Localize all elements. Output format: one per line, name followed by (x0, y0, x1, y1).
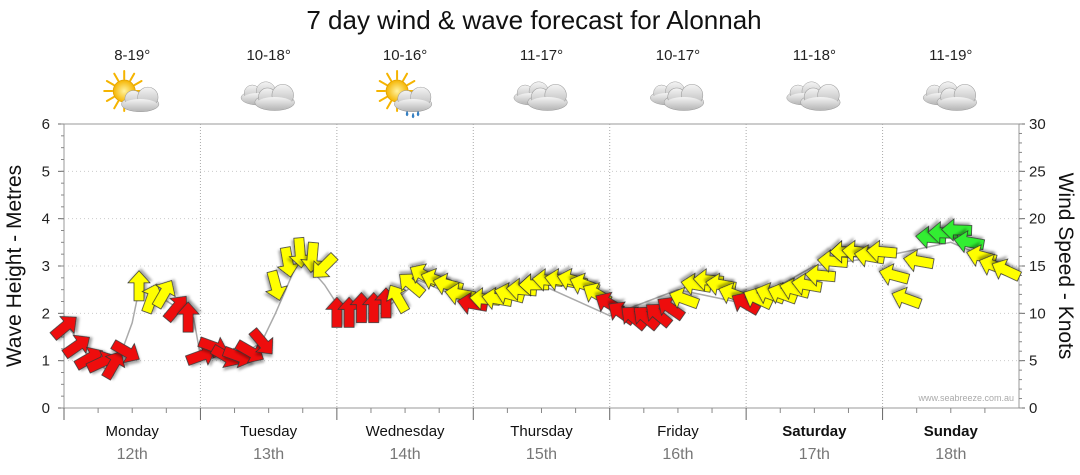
wind-arrow (866, 239, 898, 264)
day-date-label: 17th (799, 446, 830, 463)
wind-arrow (804, 263, 837, 288)
sun-cloud-icon (103, 70, 160, 113)
y2-tick-label: 0 (1029, 400, 1037, 417)
wind-arrow (49, 316, 77, 341)
wind-arrow (646, 303, 674, 329)
wind-arrow (176, 301, 201, 333)
wind-arrow (791, 272, 823, 297)
wind-arrow (657, 296, 686, 322)
wind-arrow (151, 280, 176, 310)
wind-arrow (61, 334, 90, 360)
day-date-label: 15th (526, 446, 557, 463)
day-name-label: Wednesday (366, 423, 445, 440)
temperature-range-label: 10-18° (246, 47, 290, 64)
wind-arrow (991, 258, 1023, 282)
day-name-label: Saturday (782, 423, 847, 440)
y-tick-label: 5 (42, 163, 50, 180)
temperature-range-label: 10-17° (656, 47, 700, 64)
y2-tick-label: 30 (1029, 116, 1046, 133)
cloud-icon (786, 81, 841, 111)
sun-cloud-rain-icon (376, 70, 433, 119)
wind-arrow (386, 284, 411, 315)
y-axis-title-left: Wave Height - Metres (3, 165, 26, 367)
y2-tick-label: 5 (1029, 353, 1037, 370)
day-date-label: 16th (662, 446, 693, 463)
y-tick-label: 3 (42, 258, 50, 275)
wind-arrow (264, 269, 288, 301)
wind-arrow (234, 339, 264, 364)
temperature-range-label: 11-18° (793, 47, 836, 64)
wave-height-axis: 0 1 2 3 4 5 6 (42, 116, 64, 417)
y2-tick-label: 10 (1029, 305, 1046, 322)
wind-arrow (878, 263, 911, 287)
x-axis: Monday 12th Tuesday 13th Wednesday 14th Thursd… (63, 408, 986, 463)
y-axis-title-right: Wind Speed - Knots (1054, 173, 1077, 360)
day-name-label: Monday (106, 423, 160, 440)
wind-arrow (903, 248, 935, 273)
day-name-label: Tuesday (240, 423, 297, 440)
credit-text: www.seabreeze.com.au (917, 393, 1014, 403)
temperature-range-label: 10-16° (383, 47, 427, 64)
temperature-range-label: 8-19° (114, 47, 150, 64)
y-tick-label: 2 (42, 305, 50, 322)
wind-arrow (276, 246, 301, 278)
y2-tick-label: 25 (1029, 163, 1046, 180)
day-name-label: Sunday (924, 423, 979, 440)
day-date-label: 13th (253, 446, 284, 463)
wind-arrow (941, 217, 973, 242)
wind-speed-series (49, 217, 1023, 381)
temperature-range-label: 11-19° (929, 47, 972, 64)
plot-area (63, 123, 1020, 409)
cloud-icon (240, 81, 295, 111)
chart-title: 7 day wind & wave forecast for Alonnah (306, 5, 761, 35)
wind-arrow (101, 351, 126, 381)
wind-arrow (891, 286, 923, 310)
day-date-label: 12th (117, 446, 148, 463)
y2-tick-label: 20 (1029, 211, 1046, 228)
day-date-label: 14th (390, 446, 421, 463)
wind-arrow (312, 251, 339, 278)
wind-arrow (669, 286, 701, 310)
weather-icons (103, 70, 978, 119)
wind-arrow (127, 270, 151, 302)
wind-arrow (399, 273, 427, 299)
cloud-icon (649, 81, 705, 111)
wind-arrow (816, 249, 849, 273)
wind-arrow (248, 327, 274, 355)
y-tick-label: 4 (42, 211, 50, 228)
cloud-icon (513, 81, 568, 111)
y-tick-label: 1 (42, 353, 50, 370)
wind-speed-axis: 0 5 10 15 20 25 30 (1019, 116, 1046, 417)
day-name-label: Friday (657, 423, 699, 440)
temperature-range-label: 11-17° (520, 47, 563, 64)
gridlines (64, 124, 1019, 408)
cloud-icon (922, 81, 978, 111)
daily-temperatures: 8-19° 10-18° 10-16° 11-17° 10-17° 11-18° 11-19… (114, 47, 972, 64)
wind-arrow (731, 291, 762, 316)
wind-arrow (110, 339, 140, 364)
day-name-label: Thursday (510, 423, 573, 440)
day-date-label: 18th (935, 446, 966, 463)
y-tick-label: 0 (42, 400, 50, 417)
y-tick-label: 6 (42, 116, 50, 133)
y2-tick-label: 15 (1029, 258, 1046, 275)
